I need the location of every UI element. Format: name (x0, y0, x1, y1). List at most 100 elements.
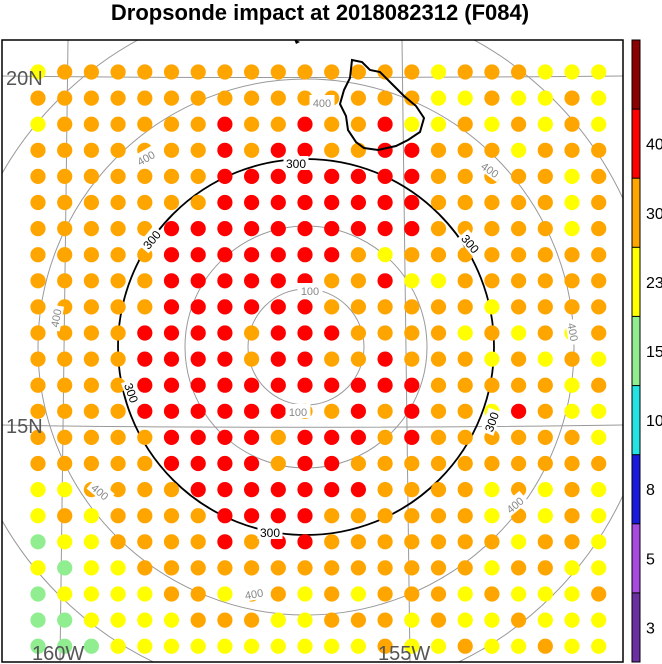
impact-dot (324, 586, 340, 602)
impact-dot (377, 560, 393, 576)
impact-dot (83, 142, 99, 158)
impact-dot (510, 351, 527, 367)
impact-dot (83, 90, 99, 106)
impact-dot (190, 64, 206, 80)
impact-dot (297, 90, 313, 106)
impact-dot (377, 142, 393, 158)
impact-dot (217, 508, 233, 524)
lat-label-15n: 15N (6, 416, 43, 438)
range-ring-label: 300 (121, 381, 141, 405)
impact-dot (404, 508, 420, 524)
impact-dot (297, 586, 313, 602)
impact-dot (324, 429, 340, 445)
impact-dot (57, 90, 73, 106)
impact-dot (83, 325, 99, 341)
impact-dot (57, 508, 73, 524)
impact-dot (377, 299, 393, 315)
impact-dot (430, 482, 447, 498)
impact-dot (110, 64, 126, 80)
impact-dot (57, 403, 73, 419)
impact-dot (163, 638, 180, 654)
impact-dot (350, 403, 366, 419)
impact-dot (404, 455, 420, 472)
impact-dot (457, 612, 473, 628)
impact-dot (30, 560, 46, 576)
impact-dot (484, 194, 500, 211)
impact-dot (324, 247, 340, 263)
impact-dot (564, 168, 580, 184)
impact-dot (377, 194, 393, 211)
impact-dot (190, 612, 206, 628)
impact-dot (457, 90, 473, 106)
impact-dot (537, 455, 553, 472)
impact-dot (163, 221, 180, 237)
impact-dot (564, 64, 580, 80)
impact-dot (457, 638, 473, 654)
impact-dot (537, 612, 553, 628)
impact-dot (324, 377, 340, 393)
impact-dot (244, 325, 260, 341)
impact-dot (163, 351, 180, 367)
impact-dot (324, 168, 340, 184)
island-fragment (294, 40, 300, 44)
impact-dot (564, 116, 580, 132)
impact-dot (30, 586, 46, 602)
impact-dot (163, 194, 180, 211)
impact-dot (324, 560, 340, 576)
impact-dot (244, 142, 260, 158)
ring-label-bg (457, 229, 485, 258)
impact-dot (30, 508, 46, 524)
impact-dot (83, 64, 99, 80)
ring-label-bg (283, 156, 309, 170)
colorbar-border (631, 39, 641, 663)
impact-dot (163, 377, 180, 393)
impact-dot (484, 299, 500, 315)
impact-dot (404, 194, 420, 211)
ring-label-bg (45, 304, 65, 332)
impact-dot (163, 560, 180, 576)
impact-dot (57, 247, 73, 263)
impact-dot (430, 534, 447, 550)
impact-dot (244, 508, 260, 524)
impact-dot (350, 168, 366, 184)
range-ring-label: 100 (289, 407, 307, 419)
impact-dot (591, 168, 607, 184)
impact-dot (430, 116, 447, 132)
impact-dot (217, 90, 233, 106)
impact-dot (537, 560, 553, 576)
impact-dot (137, 403, 153, 419)
impact-dot (404, 482, 420, 498)
range-ring-label: 400 (313, 98, 331, 110)
impact-dot (217, 612, 233, 628)
impact-dot (217, 377, 233, 393)
ring-label-bg (240, 583, 268, 603)
impact-dot (137, 168, 153, 184)
impact-dot (297, 377, 313, 393)
impact-dot (457, 351, 473, 367)
impact-dot (564, 612, 580, 628)
impact-dot (217, 638, 233, 654)
impact-dot (510, 612, 527, 628)
impact-dot (110, 168, 126, 184)
map-frame (1, 39, 624, 663)
range-ring-label: 300 (260, 526, 280, 540)
impact-dot (217, 247, 233, 263)
impact-dot (350, 586, 366, 602)
impact-dot (30, 273, 46, 289)
impact-dot (324, 116, 340, 132)
colorbar-segment (632, 178, 640, 248)
impact-dot (324, 299, 340, 315)
impact-dot (217, 429, 233, 445)
impact-dot (350, 429, 366, 445)
impact-dot (137, 194, 153, 211)
impact-dot (510, 194, 527, 211)
impact-dot (591, 455, 607, 472)
impact-dot (57, 455, 73, 472)
impact-dot (404, 64, 420, 80)
impact-dot (83, 299, 99, 315)
impact-dot (377, 403, 393, 419)
impact-dot (564, 638, 580, 654)
impact-dot (137, 612, 153, 628)
colorbar-label: 8 (646, 482, 655, 499)
colorbar-segment (632, 385, 640, 455)
